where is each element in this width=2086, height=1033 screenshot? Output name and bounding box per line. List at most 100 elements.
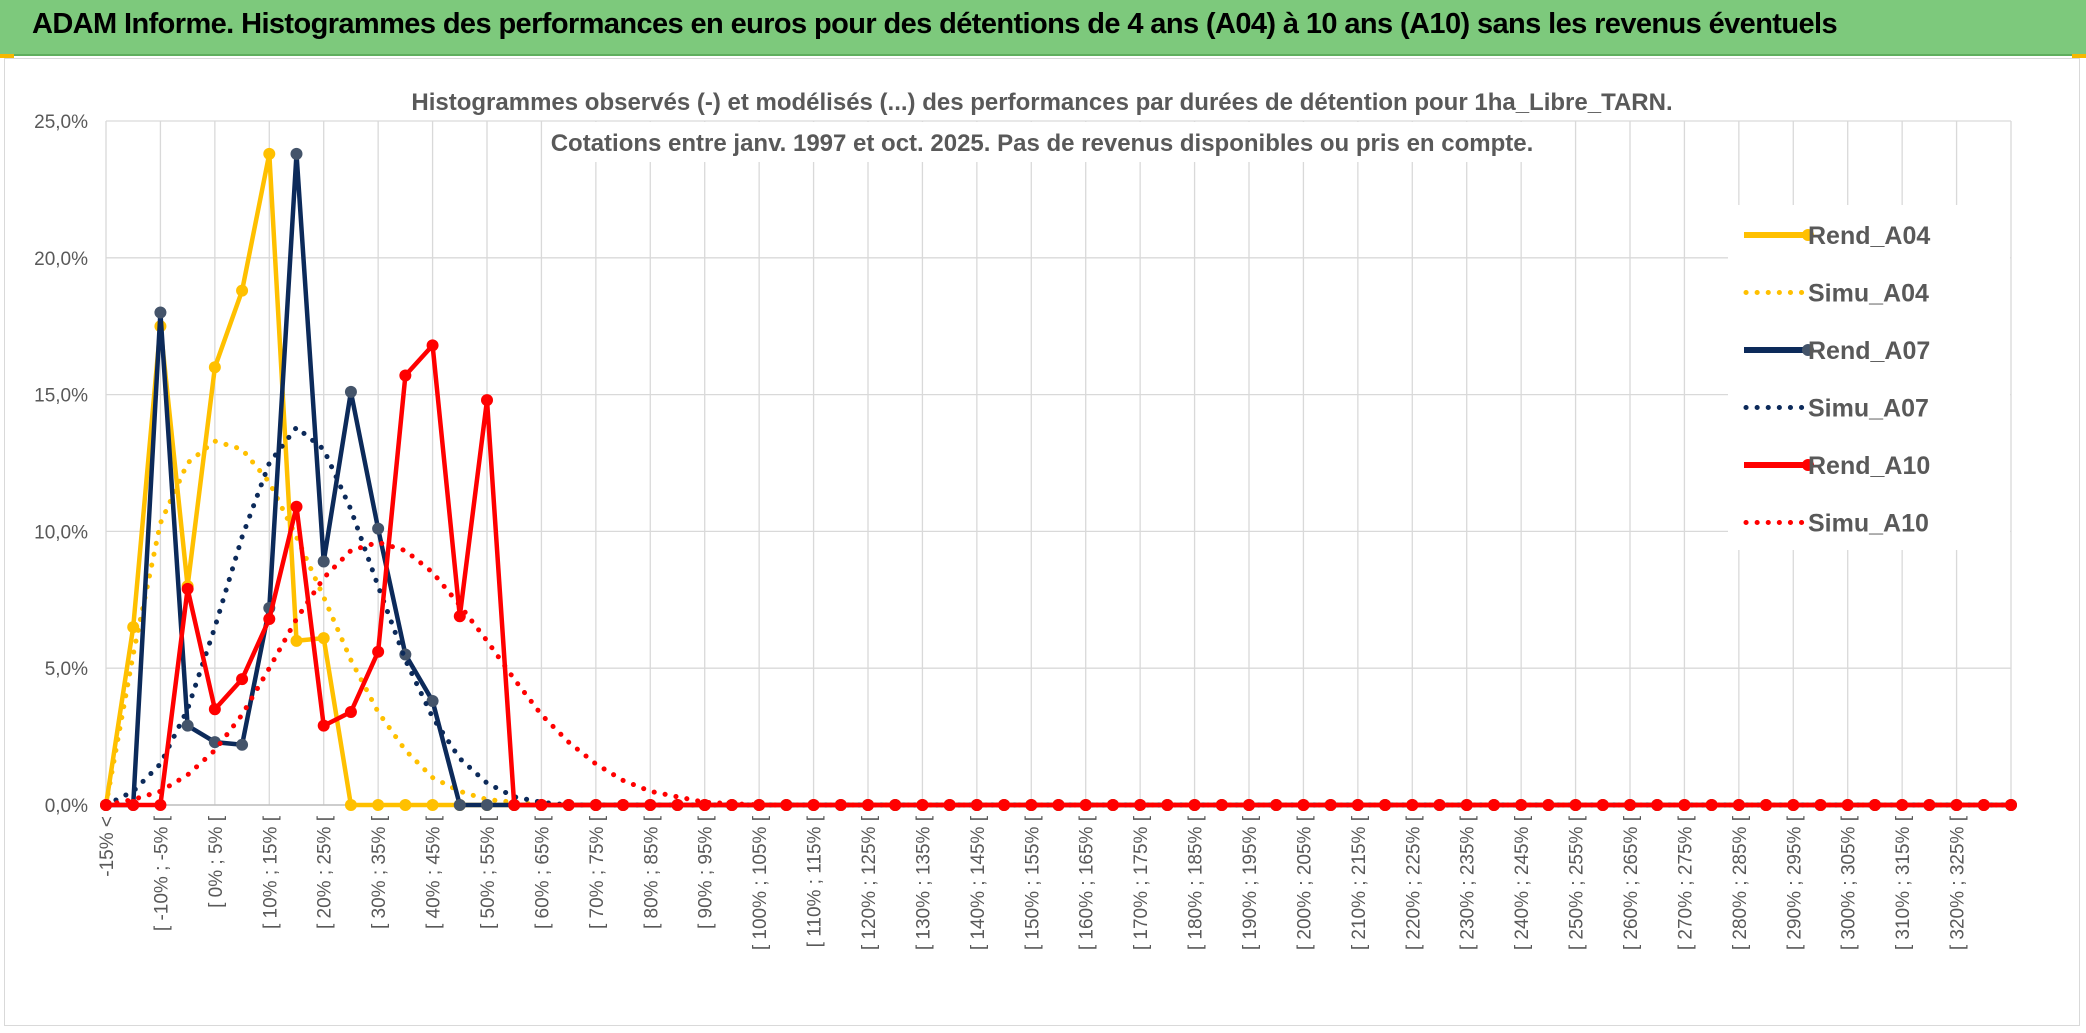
point-rend-a07 xyxy=(236,738,249,751)
point-rend-a10 xyxy=(753,799,766,811)
point-rend-a10 xyxy=(807,799,820,811)
point-rend-a04 xyxy=(290,634,303,647)
point-rend-a04 xyxy=(263,147,276,160)
legend-label-rend-a07: Rend_A07 xyxy=(1808,337,1930,365)
title-bg-1 xyxy=(420,82,1666,120)
point-rend-a10 xyxy=(644,799,657,811)
report-title: ADAM Informe. Histogrammes des performan… xyxy=(32,8,1838,40)
chart-title-line-1: Histogrammes observés (-) et modélisés (… xyxy=(411,89,1672,116)
point-rend-a07 xyxy=(208,736,221,749)
point-rend-a04 xyxy=(344,799,357,811)
x-axis-ticks: -15% < [ -10% ; -5% [[ 0% ; 5% [[ 10% ; 1… xyxy=(97,815,1969,950)
series-rend-a04 xyxy=(103,151,2011,808)
x-tick-label: [ 310% ; 315% [ xyxy=(1893,815,1914,950)
point-rend-a10 xyxy=(535,799,548,811)
point-rend-a07 xyxy=(372,522,385,535)
x-tick-label: [ 140% ; 145% [ xyxy=(968,815,989,950)
x-tick-label: [ 210% ; 215% [ xyxy=(1349,815,1370,950)
legend-label-simu-a04: Simu_A04 xyxy=(1808,280,1929,308)
point-rend-a10 xyxy=(426,339,439,352)
x-tick-label: [ 220% ; 225% [ xyxy=(1403,815,1424,950)
point-rend-a10 xyxy=(916,799,929,811)
x-tick-label: [ 90% ; 95% [ xyxy=(696,815,717,929)
point-rend-a04 xyxy=(399,799,412,811)
corner-mark-right xyxy=(2072,54,2086,58)
point-rend-a10 xyxy=(671,799,684,811)
x-tick-label: [ 80% ; 85% [ xyxy=(641,815,662,929)
point-rend-a04 xyxy=(426,799,439,811)
x-tick-label: [ 10% ; 15% [ xyxy=(260,815,281,929)
legend-label-simu-a10: Simu_A10 xyxy=(1808,510,1929,538)
point-rend-a10 xyxy=(1787,799,1800,811)
x-tick-label: [ 130% ; 135% [ xyxy=(913,815,934,950)
point-rend-a10 xyxy=(127,799,140,811)
point-rend-a10 xyxy=(236,673,249,686)
x-tick-label: [ 180% ; 185% [ xyxy=(1186,815,1207,950)
point-rend-a10 xyxy=(862,799,874,811)
point-rend-a10 xyxy=(1351,799,1364,811)
x-tick-label: [ 40% ; 45% [ xyxy=(424,815,445,929)
series-rend-a10 xyxy=(106,343,2011,808)
legend: Rend_A04 Simu_A04 Rend_A07 Simu_A07 Rend_A10… xyxy=(1743,222,1930,538)
point-rend-a10 xyxy=(2005,799,2017,811)
point-rend-a10 xyxy=(453,610,466,623)
x-tick-label: [ 260% ; 265% [ xyxy=(1621,815,1642,950)
x-tick-label: [ 150% ; 155% [ xyxy=(1022,815,1043,950)
legend-label-simu-a07: Simu_A07 xyxy=(1808,395,1929,423)
series-rend-a07 xyxy=(106,151,2011,808)
point-rend-a10 xyxy=(1406,799,1419,811)
chart-title-line-2: Cotations entre janv. 1997 et oct. 2025.… xyxy=(551,130,1534,157)
point-rend-a07 xyxy=(290,147,303,160)
point-rend-a10 xyxy=(617,799,630,811)
x-tick-label: [ 230% ; 235% [ xyxy=(1458,815,1479,950)
point-rend-a10 xyxy=(1052,799,1065,811)
y-tick-label: 10,0% xyxy=(34,522,88,543)
x-tick-label: [ 290% ; 295% [ xyxy=(1784,815,1805,950)
legend-marker-rend-a07 xyxy=(1802,344,1814,356)
point-rend-a04 xyxy=(317,632,330,645)
point-rend-a07 xyxy=(181,719,194,732)
chart-title-background xyxy=(420,82,1666,162)
x-tick-label: [ 160% ; 165% [ xyxy=(1077,815,1098,950)
legend-marker-rend-a10 xyxy=(1802,459,1814,471)
point-rend-a10 xyxy=(1487,799,1500,811)
point-rend-a10 xyxy=(399,369,412,382)
chart-frame xyxy=(4,58,2080,1026)
point-rend-a07 xyxy=(154,306,167,319)
x-tick-label: [ 70% ; 75% [ xyxy=(587,815,608,929)
point-rend-a10 xyxy=(1651,799,1664,811)
y-tick-label: 20,0% xyxy=(34,249,88,270)
x-tick-label: [ -10% ; -5% [ xyxy=(151,815,172,931)
point-rend-a10 xyxy=(372,645,385,658)
point-rend-a07 xyxy=(426,695,439,708)
x-tick-label: [ 270% ; 275% [ xyxy=(1675,815,1696,950)
legend-background xyxy=(1728,205,2010,550)
point-rend-a10 xyxy=(1215,799,1228,811)
point-rend-a10 xyxy=(1297,799,1310,811)
point-rend-a10 xyxy=(1542,799,1555,811)
point-rend-a10 xyxy=(1950,799,1963,811)
legend-marker-rend-a04 xyxy=(1802,229,1814,241)
point-rend-a10 xyxy=(943,799,956,811)
point-rend-a10 xyxy=(208,703,221,716)
series-lines xyxy=(100,147,2017,811)
x-tick-label: [ 120% ; 125% [ xyxy=(859,815,880,950)
point-rend-a10 xyxy=(1161,799,1174,811)
point-rend-a10 xyxy=(1596,799,1609,811)
y-tick-label: 5,0% xyxy=(45,659,88,680)
x-tick-label: [ 30% ; 35% [ xyxy=(369,815,390,929)
point-rend-a04 xyxy=(372,799,385,811)
legend-label-rend-a04: Rend_A04 xyxy=(1808,222,1930,250)
point-rend-a10 xyxy=(1460,799,1473,811)
point-rend-a10 xyxy=(1705,799,1718,811)
point-rend-a10 xyxy=(589,799,602,811)
point-rend-a10 xyxy=(1896,799,1909,811)
point-rend-a04 xyxy=(236,284,249,297)
title-bg-2 xyxy=(552,122,1532,162)
legend-label-rend-a10: Rend_A10 xyxy=(1808,452,1930,480)
point-rend-a07 xyxy=(317,555,330,568)
x-tick-label: [ 240% ; 245% [ xyxy=(1512,815,1533,950)
point-rend-a10 xyxy=(998,799,1011,811)
series-simu-a07 xyxy=(103,423,2014,808)
y-tick-label: 15,0% xyxy=(34,386,88,407)
